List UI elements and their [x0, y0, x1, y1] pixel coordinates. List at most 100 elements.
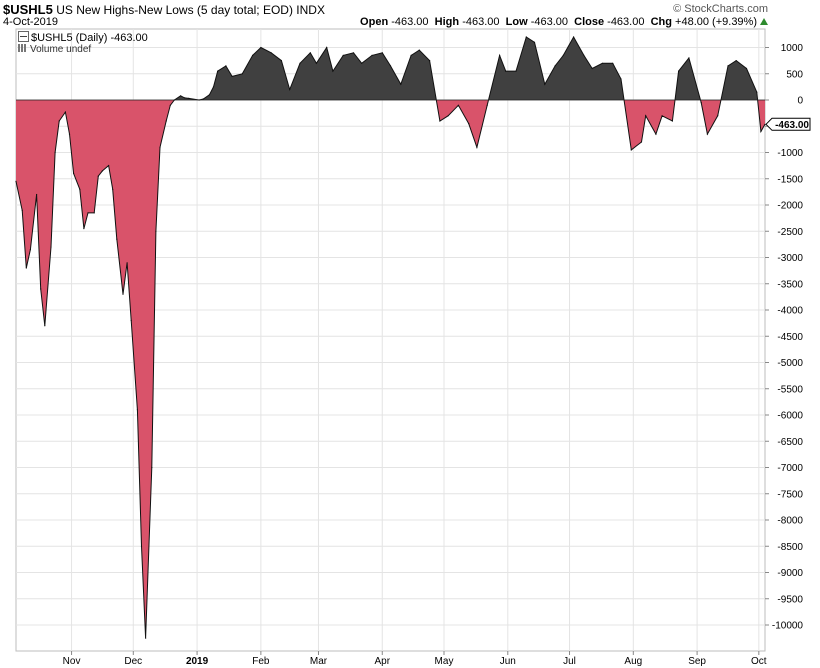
y-tick-label: 0: [797, 96, 803, 107]
x-tick-label: Oct: [751, 656, 767, 667]
y-tick-label: -2000: [777, 201, 803, 212]
data-point: [151, 466, 153, 469]
close-label: Close: [574, 16, 605, 28]
data-point: [208, 94, 210, 96]
data-point: [533, 41, 536, 43]
data-point: [371, 54, 373, 57]
data-point: [136, 409, 138, 411]
data-point: [671, 120, 674, 122]
data-point: [688, 57, 690, 59]
data-point: [352, 52, 355, 54]
data-point: [21, 209, 23, 211]
data-point: [655, 133, 657, 135]
data-point: [68, 133, 71, 135]
data-point: [342, 54, 344, 57]
data-point: [661, 115, 663, 117]
x-tick-label: 2019: [186, 656, 209, 667]
y-tick-label: -6000: [777, 411, 803, 422]
data-point: [97, 175, 99, 177]
data-point: [505, 70, 507, 72]
chg-value: +48.00 (+9.39%): [675, 16, 757, 28]
data-point: [54, 151, 56, 154]
data-point: [332, 70, 334, 72]
y-tick-label: 500: [786, 69, 803, 80]
volume-bars-icon: [18, 44, 28, 52]
close-value: -463.00: [607, 16, 645, 28]
data-point: [270, 52, 272, 54]
data-point: [87, 212, 89, 214]
data-point: [25, 267, 27, 269]
data-point: [706, 133, 709, 135]
last-value-tag: [765, 117, 811, 131]
data-point: [315, 62, 317, 64]
data-point: [280, 60, 282, 62]
data-point: [188, 97, 190, 99]
data-point: [700, 102, 702, 104]
data-point: [630, 149, 632, 151]
data-point: [184, 97, 186, 99]
ohlc-readout: Open -463.00 High -463.00 Low -463.00 Cl…: [360, 16, 768, 28]
y-tick-label: -7500: [777, 489, 803, 500]
legend-volume: Volume undef: [18, 44, 148, 55]
data-point: [418, 49, 420, 51]
y-tick-label: -3500: [777, 279, 803, 290]
data-point: [499, 54, 501, 57]
legend-volume-label: Volume undef: [30, 44, 92, 55]
data-point: [645, 115, 647, 117]
x-tick-label: Mar: [310, 656, 328, 667]
y-tick-label: -7000: [777, 463, 803, 474]
y-tick-label: -5000: [777, 358, 803, 369]
data-point: [525, 36, 527, 38]
data-point: [202, 98, 204, 100]
y-tick-label: -4500: [777, 332, 803, 343]
x-tick-label: Sep: [688, 656, 706, 667]
x-tick-label: Jul: [563, 656, 576, 667]
data-point: [83, 228, 85, 230]
data-point: [678, 70, 680, 72]
data-point: [252, 54, 254, 57]
data-point: [79, 188, 81, 190]
y-tick-label: -3000: [777, 253, 803, 264]
data-point: [476, 146, 478, 148]
data-point: [241, 73, 243, 75]
data-point: [73, 172, 75, 175]
axes: 10005000-500-1000-1500-2000-2500-3000-35…: [63, 43, 811, 667]
last-value-label: -463.00: [775, 120, 809, 131]
data-point: [44, 325, 46, 327]
y-tick-label: -4000: [777, 306, 803, 317]
data-point: [212, 86, 215, 88]
up-arrow-icon: [760, 18, 768, 25]
data-point: [130, 319, 132, 322]
y-tick-label: -1500: [777, 174, 803, 185]
low-value: -463.00: [530, 16, 568, 28]
data-point: [126, 262, 128, 264]
data-point: [612, 62, 614, 64]
data-point: [180, 95, 182, 97]
data-point: [169, 104, 171, 106]
brand-watermark: © StockCharts.com: [673, 3, 768, 15]
data-point: [457, 104, 459, 106]
y-tick-label: -1000: [777, 148, 803, 159]
x-tick-label: Nov: [63, 656, 81, 667]
data-point: [173, 99, 175, 101]
data-point: [299, 62, 301, 64]
data-point: [760, 130, 762, 133]
y-tick-label: -5500: [777, 384, 803, 395]
data-point: [145, 637, 147, 639]
data-point: [225, 65, 227, 67]
data-point: [447, 115, 449, 117]
y-tick-label: -8500: [777, 542, 803, 553]
line-swatch-icon: [18, 31, 29, 42]
data-point: [554, 65, 556, 67]
data-point: [717, 115, 719, 117]
y-tick-label: -6500: [777, 437, 803, 448]
data-point: [64, 111, 66, 113]
y-tick-label: -9000: [777, 568, 803, 579]
negative-area: [16, 100, 765, 639]
data-point: [326, 46, 328, 49]
data-point: [756, 91, 758, 93]
data-point: [591, 67, 593, 70]
data-point: [735, 60, 737, 62]
data-point: [468, 123, 470, 125]
